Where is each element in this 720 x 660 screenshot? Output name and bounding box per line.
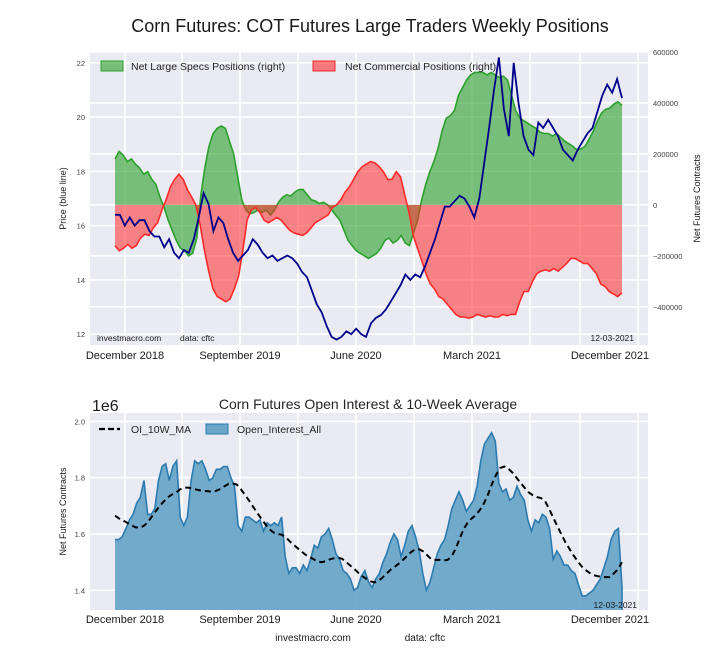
xtick-label: March 2021	[443, 614, 501, 626]
xtick-label: December 2021	[571, 614, 649, 626]
bottom-xticks: December 2018 September 2019 June 2020 Marc…	[86, 614, 649, 626]
ytick-label-left: 20	[77, 113, 85, 122]
legend-label-ma: OI_10W_MA	[131, 424, 191, 436]
top-legend: Net Large Specs Positions (right) Net Co…	[100, 60, 496, 73]
xtick-label: December 2018	[86, 350, 164, 362]
footer-source: investmacro.com	[275, 633, 351, 644]
top-ylabel-right: Net Futures Contracts	[692, 154, 702, 243]
top-data-note: data: cftc	[180, 333, 215, 343]
line-open-interest	[115, 431, 623, 610]
bottom-ylabel: Net Futures Contracts	[58, 467, 68, 556]
xtick-label: June 2020	[330, 350, 381, 362]
bottom-series	[114, 431, 623, 610]
bottom-chart-title: Corn Futures Open Interest & 10-Week Ave…	[219, 396, 518, 412]
legend-label-commercial: Net Commercial Positions (right)	[345, 61, 496, 73]
xtick-label: December 2018	[86, 614, 164, 626]
legend-label-specs: Net Large Specs Positions (right)	[131, 61, 285, 73]
ytick-label-left: 14	[77, 276, 85, 285]
ytick-label-right: −400000	[653, 303, 682, 312]
ytick-label: 1.6	[75, 530, 85, 539]
ytick-label-right: −200000	[653, 252, 682, 261]
top-ylabel-left: Price (blue line)	[58, 167, 68, 230]
ytick-label-left: 16	[77, 222, 85, 231]
ytick-label: 1.4	[75, 586, 85, 595]
ytick-label: 1.8	[75, 474, 85, 483]
footer-data: data: cftc	[405, 633, 446, 644]
area-net-commercial	[115, 161, 622, 319]
xtick-label: December 2021	[571, 350, 649, 362]
legend-swatch-specs	[100, 60, 124, 72]
ytick-label-right: 0	[653, 201, 657, 210]
ytick-label-left: 12	[77, 330, 85, 339]
legend-label-oi: Open_Interest_All	[237, 424, 321, 436]
top-yticks-right: 600000 400000 200000 0 −200000 −400000	[653, 48, 682, 312]
bottom-yticks: 1.4 1.6 1.8 2.0	[75, 417, 85, 595]
top-source-note: investmacro.com	[97, 333, 161, 343]
bottom-date-note: 12-03-2021	[594, 600, 638, 610]
legend-swatch-oi	[205, 423, 229, 435]
top-date-note: 12-03-2021	[591, 333, 635, 343]
ytick-label-left: 18	[77, 167, 85, 176]
ytick-label-left: 22	[77, 59, 85, 68]
top-yticks-left: 12 14 16 18 20 22	[77, 59, 85, 339]
xtick-label: September 2019	[199, 614, 280, 626]
xtick-label: March 2021	[443, 350, 501, 362]
line-oi-10w-ma	[114, 465, 623, 584]
bottom-offset-label: 1e6	[92, 398, 119, 415]
ytick-label-right: 600000	[653, 48, 678, 57]
top-series	[114, 57, 623, 341]
legend-swatch-commercial	[312, 60, 336, 72]
line-net-commercial	[114, 160, 623, 320]
bottom-legend: OI_10W_MA Open_Interest_All	[99, 423, 321, 436]
xtick-label: September 2019	[199, 350, 280, 362]
area-net-large-specs	[115, 72, 622, 259]
ytick-label: 2.0	[75, 417, 85, 426]
top-xticks: December 2018 September 2019 June 2020 Marc…	[86, 350, 649, 362]
ytick-label-right: 200000	[653, 150, 678, 159]
top-chart: 12 14 16 18 20 22 600000 400000 200000 0 −200000 −…	[58, 48, 702, 362]
ytick-label-right: 400000	[653, 99, 678, 108]
line-price	[115, 57, 623, 341]
top-chart-title: Corn Futures: COT Futures Large Traders …	[131, 16, 609, 36]
bottom-chart: 1.4 1.6 1.8 2.0 December 2018 September 2019…	[58, 413, 649, 626]
xtick-label: June 2020	[330, 614, 381, 626]
